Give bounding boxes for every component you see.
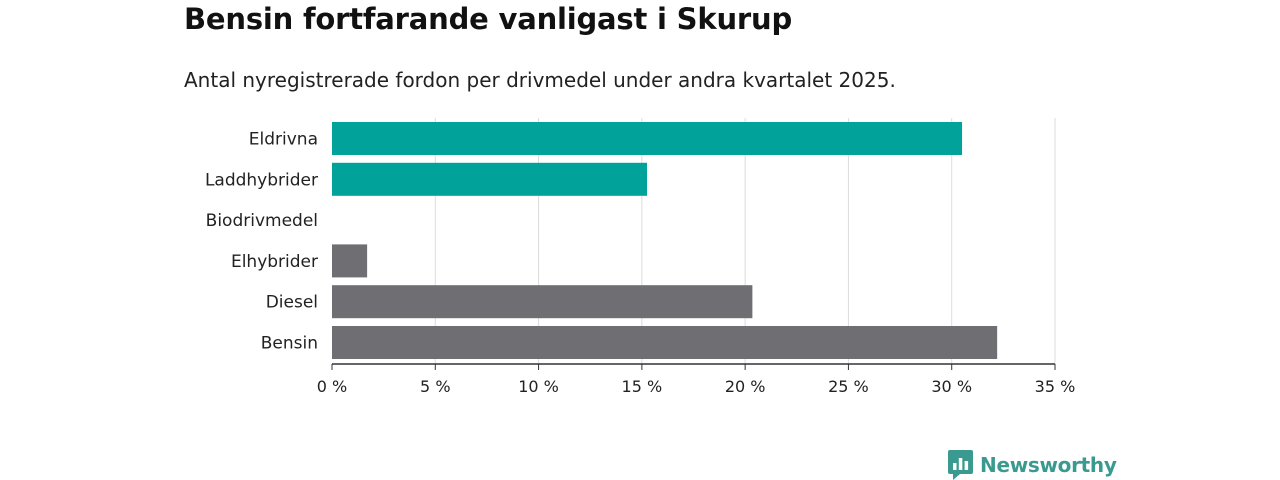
x-tick-label: 15 %: [622, 377, 663, 396]
category-labels: Eldrivna Laddhybrider Biodrivmedel Elhybrid…: [205, 130, 318, 354]
newsworthy-logo: Newsworthy: [948, 450, 1117, 480]
x-tick-label: 25 %: [828, 377, 869, 396]
x-axis: 0 % 5 % 10 % 15 % 20 % 25 % 30 % 35 %: [317, 363, 1076, 396]
category-label: Biodrivmedel: [206, 211, 318, 231]
category-label: Elhybrider: [231, 252, 318, 272]
chart-title: Bensin fortfarande vanligast i Skurup: [184, 2, 793, 36]
category-label: Diesel: [266, 293, 318, 313]
brand-name: Newsworthy: [980, 453, 1117, 477]
x-tick-label: 20 %: [725, 377, 766, 396]
x-tick-label: 35 %: [1035, 377, 1076, 396]
x-tick-label: 0 %: [317, 377, 347, 396]
grid-lines: [434, 118, 1056, 364]
bars: [332, 122, 998, 359]
x-tick-label: 10 %: [518, 377, 559, 396]
bar: [332, 285, 753, 319]
bar: [332, 162, 648, 196]
bar: [332, 326, 998, 359]
bar: [332, 122, 963, 155]
chart-subtitle: Antal nyregistrerade fordon per drivmede…: [184, 68, 896, 92]
newsworthy-logo-icon: [948, 450, 973, 480]
category-label: Laddhybrider: [205, 170, 318, 190]
x-tick-label: 5 %: [420, 377, 450, 396]
x-tick-label: 30 %: [931, 377, 972, 396]
bar: [332, 244, 368, 278]
category-label: Bensin: [261, 334, 318, 354]
category-label: Eldrivna: [249, 130, 318, 150]
